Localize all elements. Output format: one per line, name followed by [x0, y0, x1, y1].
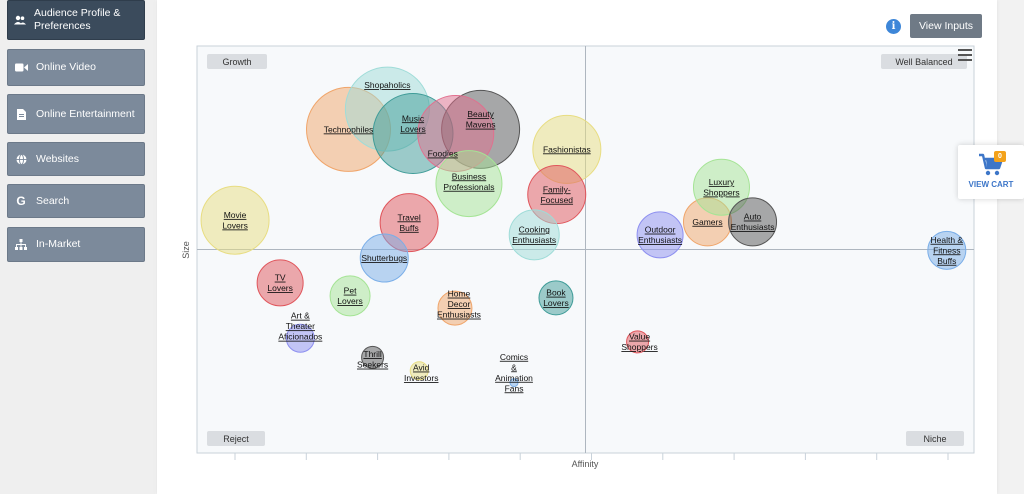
globe-icon [14, 152, 28, 166]
bubble-business-professionals[interactable] [435, 150, 503, 218]
view-inputs-button[interactable]: View Inputs [910, 14, 982, 38]
bubble-shutterbugs[interactable] [359, 233, 409, 283]
quadrant-label-bg [906, 431, 964, 446]
sidebar-item-label: Search [36, 194, 70, 207]
quadrant-label-bg [207, 54, 267, 69]
quadrant-label-bg [207, 431, 265, 446]
bubble-label[interactable]: Shutterbugs [361, 253, 407, 263]
bubble-label[interactable]: Travel Buffs [397, 212, 420, 233]
view-cart-button[interactable]: 0 VIEW CART [958, 145, 1024, 199]
bubble-pet-lovers[interactable] [329, 275, 371, 317]
quadrant-label-growth: Growth [222, 57, 251, 67]
bubble-label[interactable]: Art & Theater Aficionados [278, 311, 322, 342]
bubble-cooking-enthusiasts[interactable] [508, 209, 560, 261]
bubble-avid-investors[interactable] [409, 361, 429, 381]
bubble-health-fitness-buffs[interactable] [927, 230, 967, 270]
bubble-label[interactable]: Fashionistas [543, 144, 591, 154]
bubble-label[interactable]: Music Lovers [400, 113, 426, 134]
sidebar-item-label: Online Entertainment [36, 107, 135, 120]
bubble-label[interactable]: Comics & Animation Fans [495, 352, 533, 394]
bubble-thrill-seekers[interactable] [361, 345, 385, 369]
y-axis-label: Size [181, 241, 191, 259]
bubble-label[interactable]: Pet Lovers [337, 286, 363, 307]
bubble-label[interactable]: Family-Focused [540, 184, 573, 205]
bubble-tv-lovers[interactable] [256, 259, 304, 307]
bubble-label[interactable]: Auto Enthusiasts [731, 212, 775, 233]
bubble-luxury-shoppers[interactable] [692, 158, 750, 216]
quadrant-label-well-balanced: Well Balanced [895, 57, 952, 67]
bubble-label[interactable]: Thrill Seekers [357, 349, 388, 370]
sidebar-item-websites[interactable]: Websites [7, 142, 145, 176]
bubble-art-theater-aficionados[interactable] [285, 323, 315, 353]
video-camera-icon [14, 61, 28, 75]
sidebar-item-label: Websites [36, 152, 79, 165]
bubble-label[interactable]: Cooking Enthusiasts [512, 225, 556, 246]
bubble-outdoor-enthusiasts[interactable] [636, 211, 684, 259]
bubble-label[interactable]: Shopaholics [364, 80, 410, 90]
bubble-movie-lovers[interactable] [200, 185, 270, 255]
bubble-label[interactable]: Technophiles [324, 124, 374, 134]
info-icon[interactable]: i [886, 19, 901, 34]
bubble-auto-enthusiasts[interactable] [728, 197, 778, 247]
bubble-value-shoppers[interactable] [626, 330, 650, 354]
bubble-label[interactable]: Value Shoppers [621, 332, 657, 353]
sidebar-item-label: Audience Profile & Preferences [34, 7, 121, 32]
bubble-label[interactable]: Movie Lovers [222, 210, 248, 231]
x-axis-label: Affinity [572, 459, 599, 469]
quadrant-label-niche: Niche [923, 434, 946, 444]
sidebar: Audience Profile & Preferences Online Vi… [0, 0, 155, 494]
chart-menu-icon[interactable] [958, 49, 972, 61]
bubble-label[interactable]: Home Decor Enthusiasts [437, 289, 481, 320]
bubble-book-lovers[interactable] [538, 280, 574, 316]
sitemap-icon [14, 238, 28, 252]
bubble-label[interactable]: Beauty Mavens [466, 109, 496, 130]
bubble-home-decor-enthusiasts[interactable] [437, 290, 473, 326]
bubble-label[interactable]: TV Lovers [267, 273, 293, 294]
bubble-comics-animation-fans[interactable] [509, 378, 519, 388]
sidebar-item-online-video[interactable]: Online Video [7, 49, 145, 86]
cart-count-badge: 0 [994, 151, 1006, 162]
sidebar-item-audience-profile[interactable]: Audience Profile & Preferences [7, 0, 145, 40]
sidebar-item-in-market[interactable]: In-Market [7, 227, 145, 262]
bubble-label[interactable]: Foodies [428, 149, 458, 159]
bubble-label[interactable]: Luxury Shoppers [703, 177, 739, 198]
bubble-label[interactable]: Book Lovers [543, 288, 569, 309]
sidebar-item-search[interactable]: G Search [7, 184, 145, 218]
users-icon [14, 13, 26, 27]
sidebar-item-label: Online Video [36, 61, 96, 73]
view-cart-label: VIEW CART [968, 180, 1014, 189]
document-icon [14, 107, 28, 121]
bubble-label[interactable]: Health & Fitness Buffs [931, 235, 964, 266]
google-icon: G [16, 194, 26, 208]
bubble-label[interactable]: Avid Investors [404, 363, 439, 384]
quadrant-label-bg [881, 54, 967, 69]
bubble-label[interactable]: Business Professionals [443, 171, 494, 192]
sidebar-item-online-entertainment[interactable]: Online Entertainment [7, 94, 145, 134]
bubble-label[interactable]: Outdoor Enthusiasts [638, 225, 682, 246]
sidebar-item-label: In-Market [36, 238, 81, 250]
bubble-label[interactable]: Gamers [692, 217, 722, 227]
quadrant-label-reject: Reject [223, 434, 249, 444]
